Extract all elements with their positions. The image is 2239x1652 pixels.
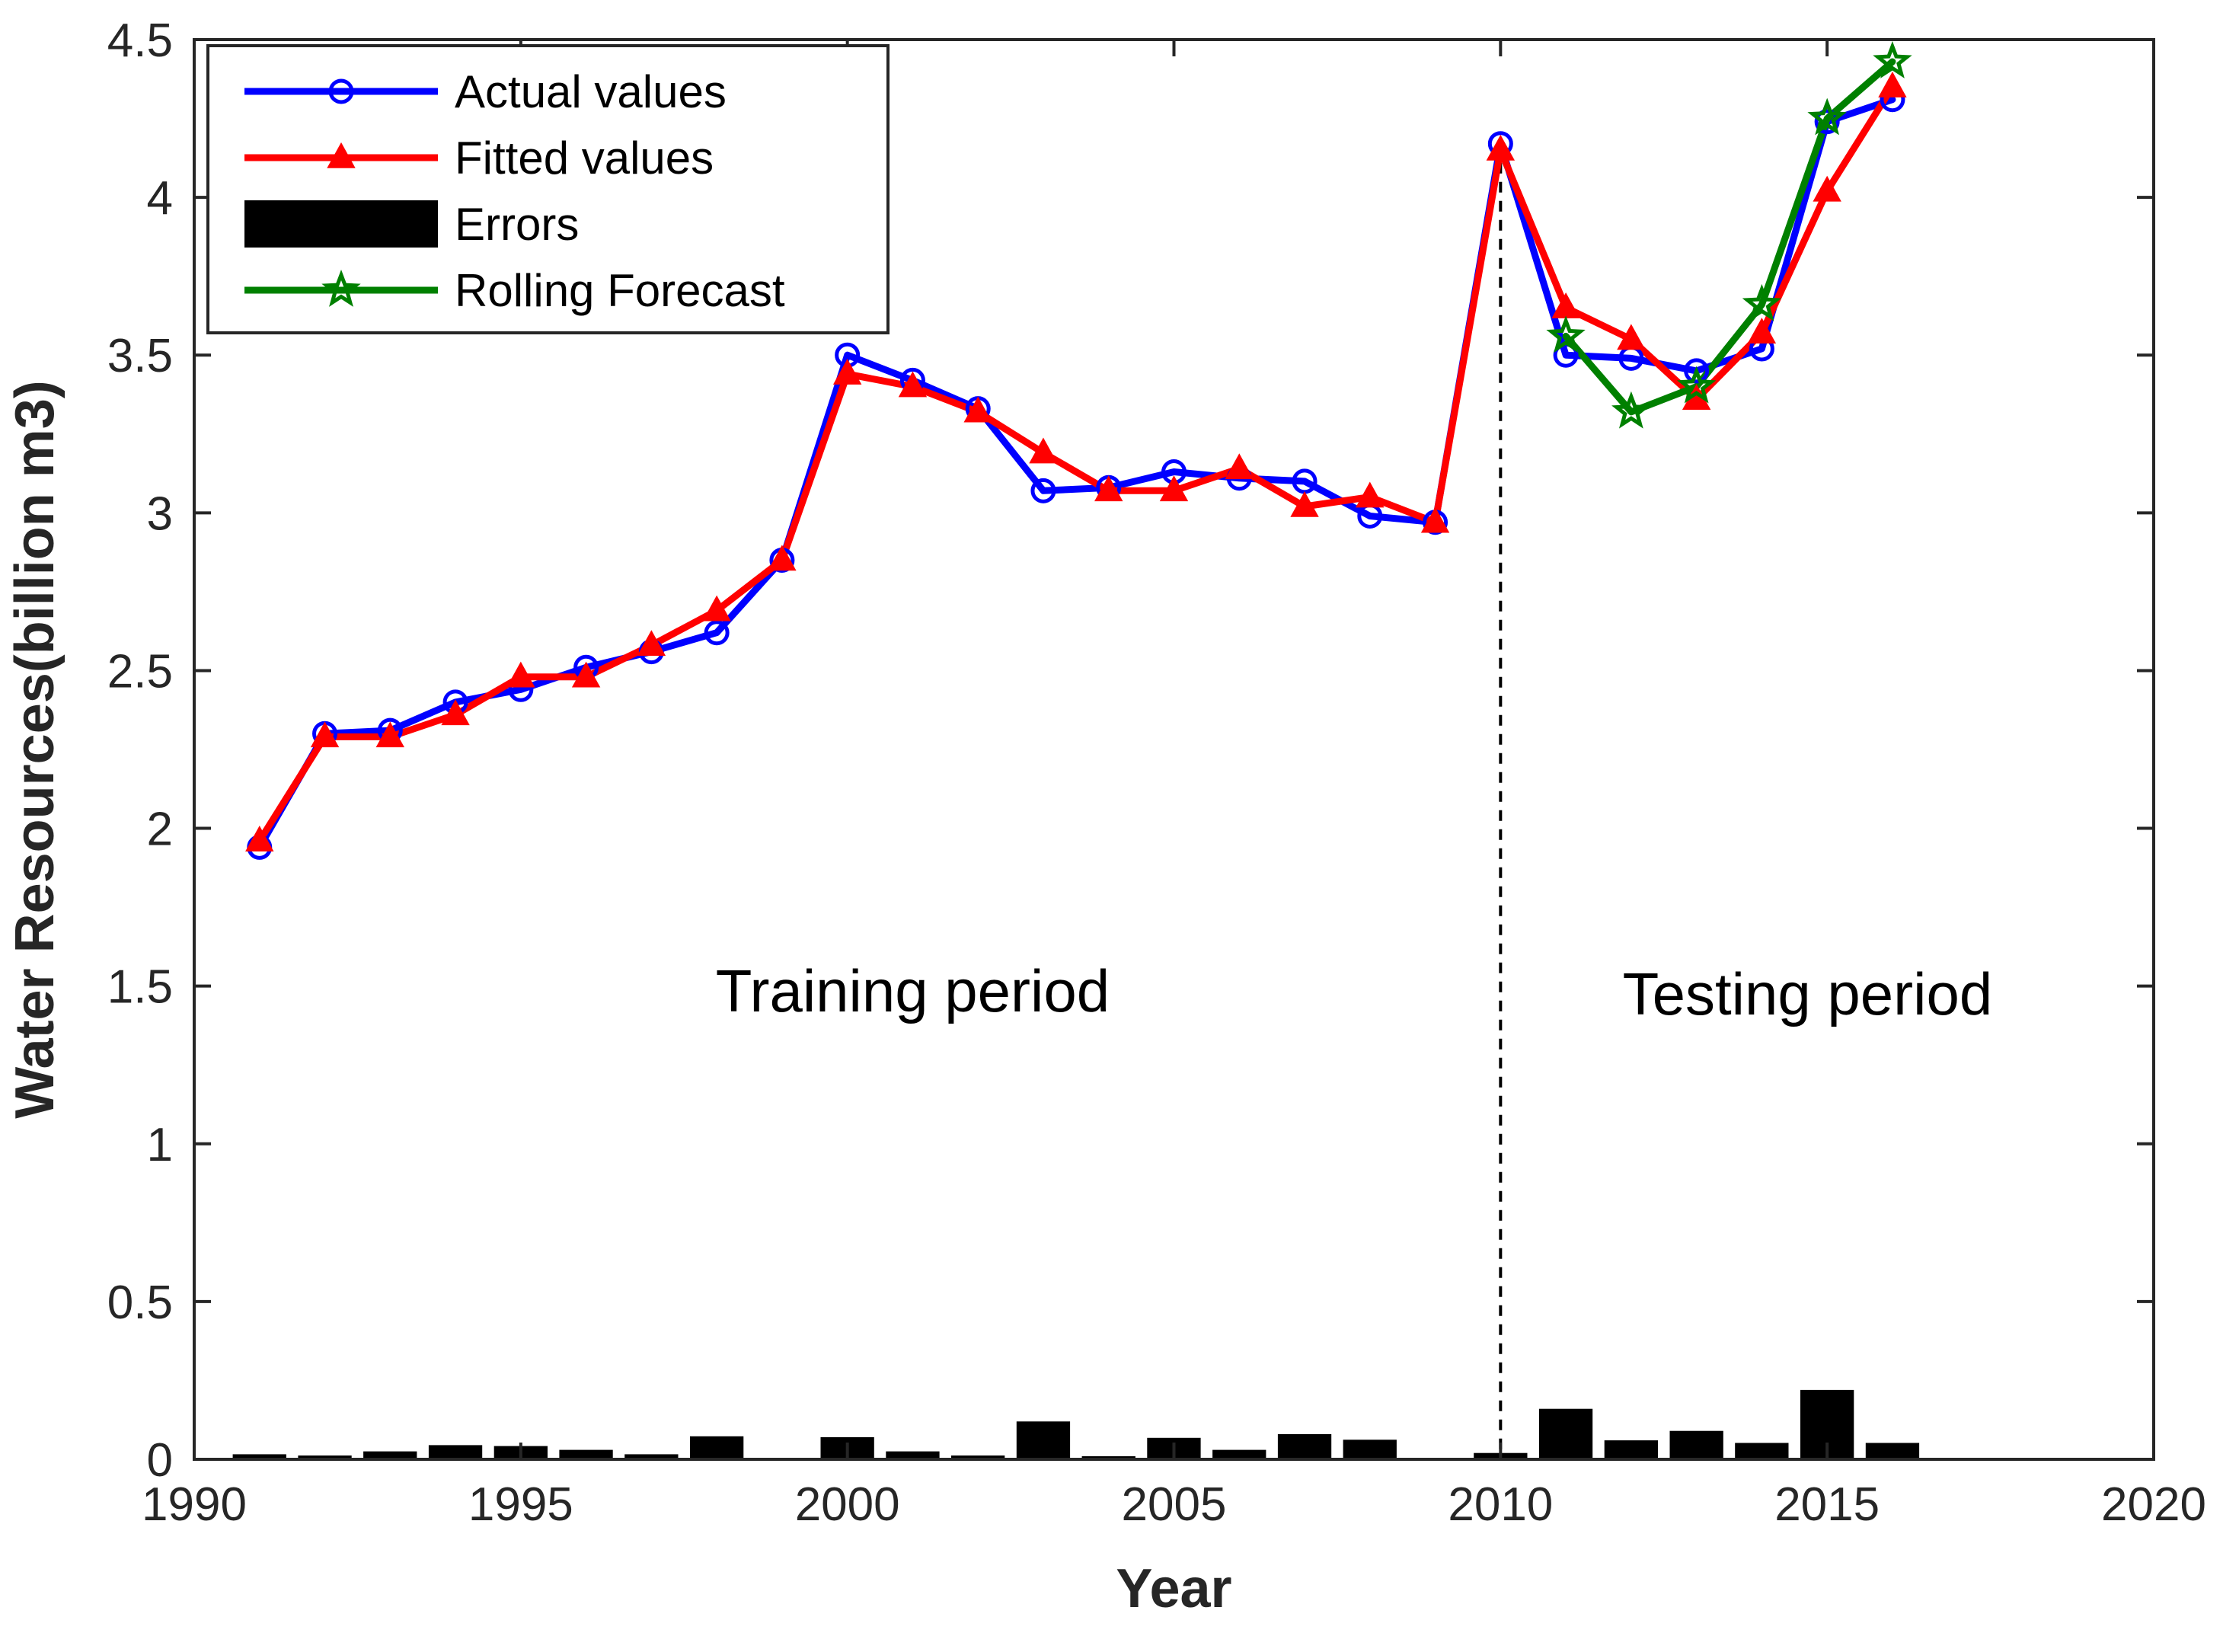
y-tick-label-0.5: 0.5 [107, 1277, 173, 1329]
marker-rolling-forecast-2013 [1676, 366, 1717, 404]
error-bar-2012 [1604, 1440, 1658, 1459]
x-axis-title: Year [1116, 1558, 1231, 1619]
error-bar-2013 [1669, 1430, 1723, 1459]
marker-actual-values-1998 [704, 620, 730, 646]
marker-fitted-values-2012 [1617, 324, 1646, 350]
marker-fitted-values-1997 [637, 630, 666, 657]
marker-rolling-forecast-2014 [1742, 283, 1782, 321]
error-bar-1991 [232, 1454, 286, 1459]
error-bar-1998 [690, 1436, 744, 1459]
error-bar-1993 [363, 1451, 417, 1459]
marker-fitted-values-2006 [1225, 453, 1254, 480]
y-tick-label-1.5: 1.5 [107, 961, 173, 1014]
marker-fitted-values-2014 [1747, 318, 1777, 344]
marker-fitted-values-2015 [1813, 175, 1841, 202]
legend-swatch-errors [244, 200, 438, 248]
x-tick-label-2015: 2015 [1774, 1478, 1880, 1531]
series-markers-group [245, 40, 1912, 860]
error-bar-2014 [1735, 1443, 1789, 1459]
legend-marker-fitted-values [327, 142, 356, 168]
legend-marker-actual-values [328, 78, 354, 104]
series-line-rolling-forecast [1562, 58, 1896, 416]
legend-label-fitted-values: Fitted values [455, 133, 714, 184]
x-tick-label-1990: 1990 [142, 1478, 247, 1531]
error-bar-2006 [1212, 1449, 1266, 1459]
error-bar-1994 [428, 1445, 483, 1459]
x-tick-label-2005: 2005 [1122, 1478, 1227, 1531]
marker-rolling-forecast-2012 [1611, 391, 1651, 429]
legend-label-actual-values: Actual values [455, 66, 727, 117]
legend: Actual values Fitted values Errors Rolling … [206, 44, 890, 334]
legend-label-rolling-forecast: Rolling Forecast [455, 265, 785, 316]
marker-actual-values-2013 [1684, 358, 1710, 384]
y-tick-label-0: 0 [147, 1434, 173, 1487]
marker-fitted-values-2008 [1356, 481, 1385, 508]
marker-rolling-forecast-2011 [1546, 315, 1586, 353]
marker-rolling-forecast-2016 [1873, 40, 1912, 78]
error-bar-1997 [624, 1454, 679, 1459]
marker-fitted-values-1992 [310, 721, 340, 748]
marker-fitted-values-2009 [1420, 506, 1450, 533]
marker-fitted-values-1991 [245, 826, 274, 852]
error-bar-2016 [1865, 1443, 1920, 1459]
error-bar-2001 [886, 1451, 940, 1459]
y-tick-label-2: 2 [147, 804, 173, 856]
error-bar-2003 [1016, 1421, 1071, 1459]
legend-marker-rolling-forecast [321, 269, 361, 307]
y-tick-label-2.5: 2.5 [107, 645, 173, 698]
marker-fitted-values-1994 [441, 699, 470, 726]
error-bar-1996 [559, 1449, 613, 1459]
error-bar-1992 [298, 1455, 352, 1459]
legend-label-errors: Errors [455, 199, 579, 250]
error-bar-2007 [1277, 1433, 1332, 1459]
y-tick-label-3.5: 3.5 [107, 330, 173, 382]
error-bar-2011 [1538, 1408, 1593, 1459]
error-bar-2008 [1343, 1440, 1397, 1459]
marker-fitted-values-2003 [1029, 437, 1058, 464]
axes-group: 1990 1995 2000 2005 2010 2015 2020 0 0.5 1 1.5 2 2.5… [5, 14, 2206, 1619]
x-tick-label-2000: 2000 [795, 1478, 900, 1531]
marker-rolling-forecast-2015 [1807, 97, 1847, 136]
y-tick-label-3: 3 [147, 487, 173, 540]
marker-fitted-values-2002 [963, 396, 992, 423]
series-line-fitted-values [256, 83, 1896, 845]
marker-fitted-values-2010 [1486, 134, 1516, 161]
annotation-testing-period: Testing period [1623, 960, 1993, 1027]
x-tick-label-1995: 1995 [468, 1478, 573, 1531]
marker-actual-values-2015 [1814, 109, 1840, 135]
marker-fitted-values-1998 [702, 595, 731, 621]
marker-fitted-values-2000 [832, 358, 862, 385]
annotations-group: Training period Testing period [716, 957, 1993, 1027]
error-bar-2004 [1081, 1455, 1135, 1459]
x-tick-label-2010: 2010 [1448, 1478, 1553, 1531]
y-tick-label-4.5: 4.5 [107, 14, 173, 67]
y-tick-label-4: 4 [147, 172, 173, 225]
marker-fitted-values-2001 [898, 371, 928, 398]
annotation-training-period: Training period [716, 957, 1110, 1024]
marker-fitted-values-1995 [506, 661, 535, 688]
marker-fitted-values-2016 [1878, 72, 1907, 97]
y-tick-label-1: 1 [147, 1119, 173, 1171]
marker-fitted-values-2005 [1159, 475, 1189, 502]
marker-fitted-values-2004 [1094, 475, 1123, 502]
error-bar-2002 [951, 1455, 1005, 1459]
marker-fitted-values-1996 [571, 661, 601, 688]
y-axis-title: Water Resources(billion m3) [5, 380, 65, 1119]
marker-fitted-values-1993 [375, 721, 404, 748]
marker-fitted-values-1999 [768, 545, 797, 571]
marker-fitted-values-2007 [1290, 490, 1319, 517]
x-tick-label-2020: 2020 [2101, 1478, 2206, 1531]
marker-actual-values-2003 [1030, 478, 1056, 503]
